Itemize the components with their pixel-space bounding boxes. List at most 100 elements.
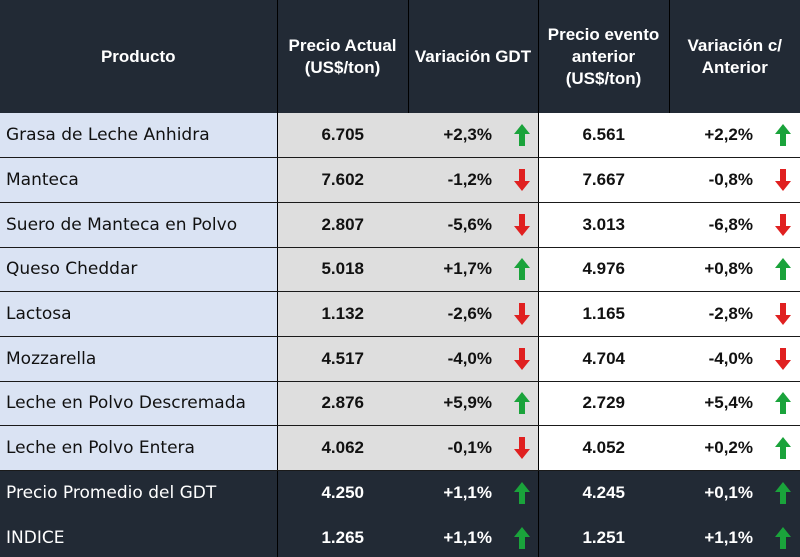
gdt-change-value: +1,1% [443, 527, 492, 547]
change-vs-previous-cell: -6,8% [669, 202, 800, 248]
gdt-change-cell: +5,9% [408, 381, 539, 427]
arrow-up-icon [775, 124, 791, 147]
gdt-change-value: +1,7% [443, 259, 492, 279]
product-name: Precio Promedio del GDT [0, 470, 278, 516]
change-vs-previous-cell: +5,4% [669, 381, 800, 427]
summary-row: Precio Promedio del GDT 4.250 +1,1% 4.245 +0… [0, 470, 800, 516]
table-row: Manteca 7.602 -1,2% 7.667 -0,8% [0, 157, 800, 203]
change-vs-previous-cell: +0,8% [669, 247, 800, 293]
header-current-price: Precio Actual (US$/ton) [277, 0, 409, 113]
gdt-change-cell: -5,6% [408, 202, 539, 248]
product-name: Suero de Manteca en Polvo [0, 202, 278, 248]
arrow-up-icon [775, 392, 791, 415]
arrow-down-icon [775, 169, 791, 192]
change-vs-previous-value: +0,2% [704, 438, 753, 458]
gdt-change-value: -1,2% [447, 170, 492, 190]
previous-price: 4.052 [538, 425, 669, 471]
gdt-change-value: -5,6% [447, 214, 492, 234]
arrow-up-icon [775, 258, 791, 281]
product-name: INDICE [0, 515, 278, 557]
table-row: Lactosa 1.132 -2,6% 1.165 -2,8% [0, 291, 800, 337]
current-price: 1.132 [277, 291, 408, 337]
product-name: Leche en Polvo Entera [0, 425, 278, 471]
arrow-down-icon [514, 347, 530, 370]
previous-price: 3.013 [538, 202, 669, 248]
change-vs-previous-cell: -4,0% [669, 336, 800, 382]
change-vs-previous-cell: +0,2% [669, 425, 800, 471]
arrow-up-icon [514, 124, 530, 147]
product-name: Grasa de Leche Anhidra [0, 113, 278, 159]
header-gdt-change: Variación GDT [408, 0, 539, 113]
product-name: Manteca [0, 157, 278, 203]
gdt-change-cell: -2,6% [408, 291, 539, 337]
gdt-change-value: +1,1% [443, 483, 492, 503]
arrow-down-icon [514, 437, 530, 460]
arrow-up-icon [775, 526, 791, 549]
current-price: 4.062 [277, 425, 408, 471]
arrow-down-icon [514, 169, 530, 192]
change-vs-previous-value: +5,4% [704, 393, 753, 413]
change-vs-previous-cell: +1,1% [669, 515, 800, 557]
product-name: Queso Cheddar [0, 247, 278, 293]
current-price: 6.705 [277, 113, 408, 159]
arrow-down-icon [514, 213, 530, 236]
arrow-up-icon [514, 526, 530, 549]
product-name: Lactosa [0, 291, 278, 337]
change-vs-previous-value: +2,2% [704, 125, 753, 145]
gdt-change-cell: +1,7% [408, 247, 539, 293]
arrow-down-icon [775, 213, 791, 236]
header-row: Producto Precio Actual (US$/ton) Variaci… [0, 0, 800, 113]
table-row: Queso Cheddar 5.018 +1,7% 4.976 +0,8% [0, 247, 800, 293]
previous-price: 4.976 [538, 247, 669, 293]
table-row: Mozzarella 4.517 -4,0% 4.704 -4,0% [0, 336, 800, 382]
header-previous-price: Precio evento anterior (US$/ton) [538, 0, 670, 113]
gdt-change-cell: -4,0% [408, 336, 539, 382]
current-price: 4.250 [277, 470, 408, 516]
header-product: Producto [0, 0, 278, 113]
arrow-down-icon [514, 303, 530, 326]
current-price: 2.876 [277, 381, 408, 427]
current-price: 1.265 [277, 515, 408, 557]
change-vs-previous-value: +0,1% [704, 483, 753, 503]
current-price: 7.602 [277, 157, 408, 203]
gdt-change-cell: +1,1% [408, 470, 539, 516]
current-price: 4.517 [277, 336, 408, 382]
previous-price: 4.245 [538, 470, 669, 516]
change-vs-previous-cell: +2,2% [669, 113, 800, 159]
change-vs-previous-value: -2,8% [708, 304, 753, 324]
arrow-down-icon [775, 303, 791, 326]
change-vs-previous-cell: -0,8% [669, 157, 800, 203]
gdt-change-value: +2,3% [443, 125, 492, 145]
gdt-change-value: -0,1% [447, 438, 492, 458]
product-name: Leche en Polvo Descremada [0, 381, 278, 427]
header-change-vs-previous: Variación c/ Anterior [669, 0, 800, 113]
table-header: Producto Precio Actual (US$/ton) Variaci… [0, 0, 800, 113]
arrow-up-icon [775, 482, 791, 505]
change-vs-previous-cell: +0,1% [669, 470, 800, 516]
gdt-change-cell: +1,1% [408, 515, 539, 557]
arrow-up-icon [514, 482, 530, 505]
gdt-change-value: -4,0% [447, 348, 492, 368]
gdt-change-cell: -0,1% [408, 425, 539, 471]
change-vs-previous-value: -6,8% [708, 214, 753, 234]
summary-row: INDICE 1.265 +1,1% 1.251 +1,1% [0, 515, 800, 557]
change-vs-previous-value: -0,8% [708, 170, 753, 190]
previous-price: 4.704 [538, 336, 669, 382]
change-vs-previous-value: +1,1% [704, 527, 753, 547]
previous-price: 1.251 [538, 515, 669, 557]
gdt-change-value: -2,6% [447, 304, 492, 324]
previous-price: 1.165 [538, 291, 669, 337]
gdt-change-cell: -1,2% [408, 157, 539, 203]
gdt-change-cell: +2,3% [408, 113, 539, 159]
arrow-up-icon [514, 258, 530, 281]
table-row: Suero de Manteca en Polvo 2.807 -5,6% 3.013… [0, 202, 800, 248]
arrow-up-icon [775, 437, 791, 460]
gdt-change-value: +5,9% [443, 393, 492, 413]
product-name: Mozzarella [0, 336, 278, 382]
arrow-up-icon [514, 392, 530, 415]
current-price: 5.018 [277, 247, 408, 293]
table-row: Grasa de Leche Anhidra 6.705 +2,3% 6.561 +2,… [0, 113, 800, 159]
previous-price: 7.667 [538, 157, 669, 203]
change-vs-previous-cell: -2,8% [669, 291, 800, 337]
